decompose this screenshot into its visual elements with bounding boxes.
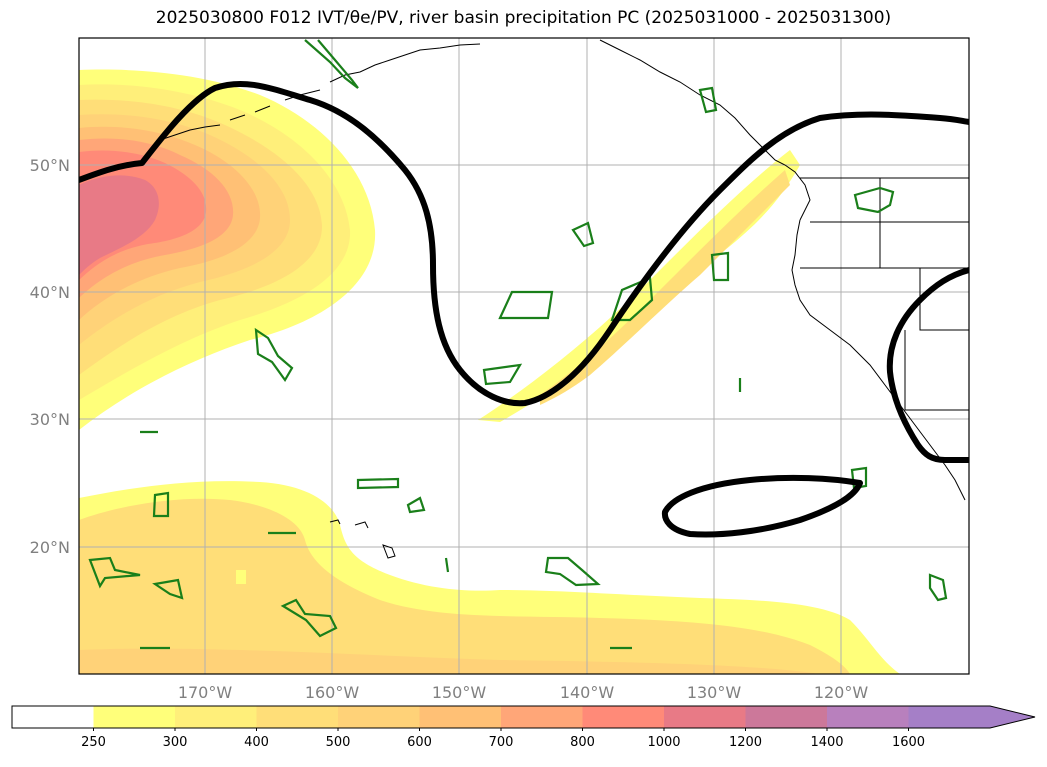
map-title: 2025030800 F012 IVT/θe/PV, river basin p…: [0, 8, 1047, 28]
lon-label-160w: 160°W: [305, 683, 360, 702]
theta-e-contour-10: [356, 477, 400, 490]
ivt-shading: [79, 69, 900, 674]
colorbar-outline: [11, 705, 1036, 729]
pv-contour-main: [79, 80, 969, 407]
pv-contours: [79, 80, 969, 538]
theta-e-contour-13: [88, 556, 141, 589]
lon-label-150w: 150°W: [432, 683, 487, 702]
colorbar-segment: [827, 706, 909, 728]
colorbar-segment: [175, 706, 257, 728]
coastlines: [159, 39, 969, 559]
theta-e-contour-14: [152, 578, 184, 600]
colorbar-segment: [582, 706, 665, 728]
ivt-tiny-blob: [236, 570, 246, 584]
colorbar-tick-label: 300: [163, 735, 188, 750]
colorbar-segment: [664, 706, 746, 728]
theta-e-contour-small: [140, 378, 742, 650]
colorbar-segment: [12, 706, 94, 728]
colorbar-tick-label: 600: [407, 735, 432, 750]
title-rest: , river basin precipitation PC (20250310…: [398, 8, 892, 28]
theta-e-contours: [88, 39, 948, 650]
lat-label-50n: 50°N: [30, 156, 70, 175]
colorbar-tick-label: 1000: [647, 735, 680, 750]
ivt-diag-300: [540, 170, 790, 405]
theta-e-contour-1: [304, 39, 359, 89]
theta-e-contour-8: [254, 327, 294, 383]
colorbar-tick-label: 1200: [729, 735, 762, 750]
theta-e-contour-3: [853, 186, 895, 214]
theta-e-contour-2: [698, 86, 718, 114]
state-borders: [800, 177, 969, 411]
ivt-nw-1000: [79, 175, 159, 275]
map-frame: [78, 37, 970, 675]
ivt-sub-400: [79, 648, 820, 674]
lat-label-30n: 30°N: [30, 410, 70, 429]
lon-label-140w: 140°W: [560, 683, 615, 702]
pv-contour-east: [886, 267, 969, 463]
lon-label-170w: 170°W: [178, 683, 233, 702]
colorbar-extend-arrow: [908, 706, 1035, 728]
colorbar-tick-label: 800: [570, 735, 595, 750]
lon-label-120w: 120°W: [814, 683, 869, 702]
colorbar-tick-label: 1400: [810, 735, 843, 750]
ivt-sub-300: [79, 498, 850, 674]
theta-e-contour-18: [928, 573, 948, 602]
title-run: 2025030800 F012: [155, 8, 312, 28]
theta-e-contour-5: [710, 251, 730, 282]
theta-e-contour-11: [406, 496, 426, 514]
colorbar-tick-label: 400: [244, 735, 269, 750]
colorbar-segment: [501, 706, 583, 728]
colorbar-tick-label: 1600: [892, 735, 925, 750]
theta-e-contour-6: [498, 290, 554, 320]
colorbar-segment: [256, 706, 339, 728]
colorbar-segment: [419, 706, 502, 728]
colorbar-tick-label: 500: [326, 735, 351, 750]
coast-alaska-gulf: [329, 39, 766, 151]
theta-e-contour-12: [152, 491, 170, 518]
pv-contour-closed: [661, 474, 863, 538]
colorbar-segment: [745, 706, 828, 728]
lat-label-20n: 20°N: [30, 538, 70, 557]
lon-label-130w: 130°W: [687, 683, 742, 702]
colorbar-segment: [338, 706, 420, 728]
theta-e-contour-9: [482, 363, 523, 386]
coast-alaska-peninsula: [159, 89, 321, 141]
hawaii: [329, 519, 396, 559]
title-fields: IVT/θe/PV: [317, 8, 399, 28]
colorbar-segment: [93, 706, 176, 728]
theta-e-contour-7: [610, 276, 654, 322]
coast-us-west: [791, 219, 966, 501]
theta-e-contour-15: [280, 598, 338, 638]
theta-e-contour-4: [571, 221, 595, 248]
colorbar-tick-label: 700: [489, 735, 514, 750]
lat-label-40n: 40°N: [30, 283, 70, 302]
colorbar-tick-label: 250: [81, 735, 106, 750]
ivt-diag-250: [478, 150, 800, 422]
theta-e-contour-16: [544, 556, 601, 587]
colorbar: 250 300 400 500 600 700 800 1000 1200 1400 1600: [11, 705, 1036, 750]
